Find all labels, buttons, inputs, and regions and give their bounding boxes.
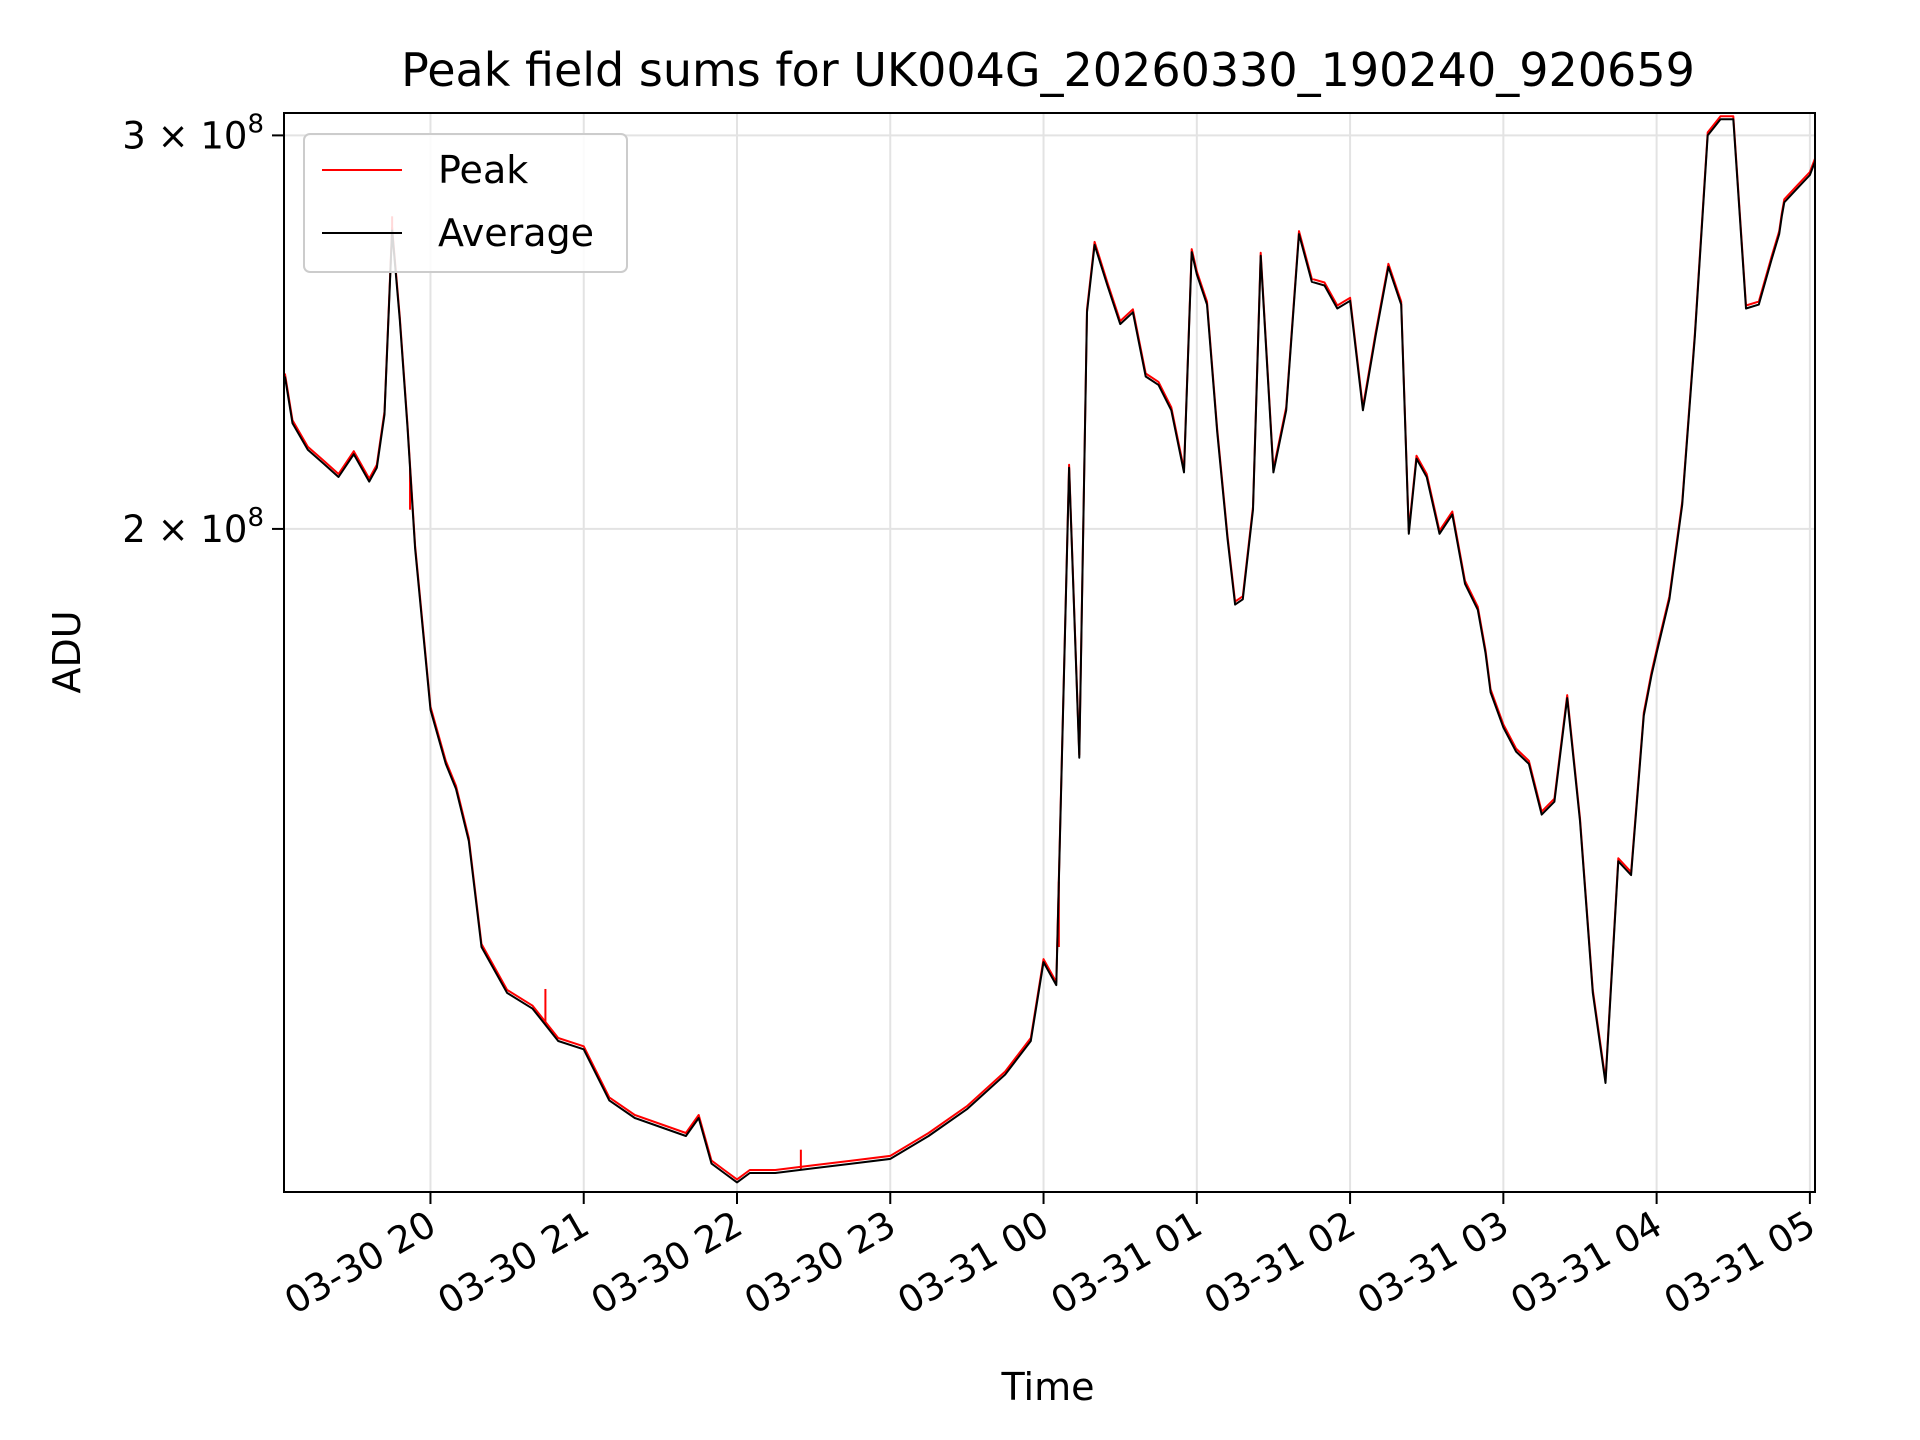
y-tick-label: 3 × 108 xyxy=(122,109,264,157)
x-axis-label: Time xyxy=(1001,1365,1095,1409)
y-tick-mantissa: 2 xyxy=(122,508,146,551)
y-tick-exponent: 8 xyxy=(247,503,264,533)
y-tick-mantissa: 3 xyxy=(122,114,146,157)
grid-lines xyxy=(284,113,1815,1192)
y-tick-exponent: 8 xyxy=(247,109,264,139)
legend-label-peak: Peak xyxy=(438,148,528,192)
series-line-average xyxy=(284,118,1815,1184)
y-tick-times: × 10 xyxy=(146,508,248,551)
plot-area xyxy=(284,115,1815,1184)
legend: Peak Average xyxy=(303,133,628,273)
legend-box xyxy=(303,133,628,273)
y-tick-label: 2 × 108 xyxy=(122,503,264,551)
y-tick-times: × 10 xyxy=(146,114,248,157)
y-axis-label: ADU xyxy=(45,610,89,693)
plot-frame xyxy=(283,112,1816,1193)
legend-label-average: Average xyxy=(438,211,594,255)
chart-title: Peak field sums for UK004G_20260330_1902… xyxy=(401,43,1695,97)
